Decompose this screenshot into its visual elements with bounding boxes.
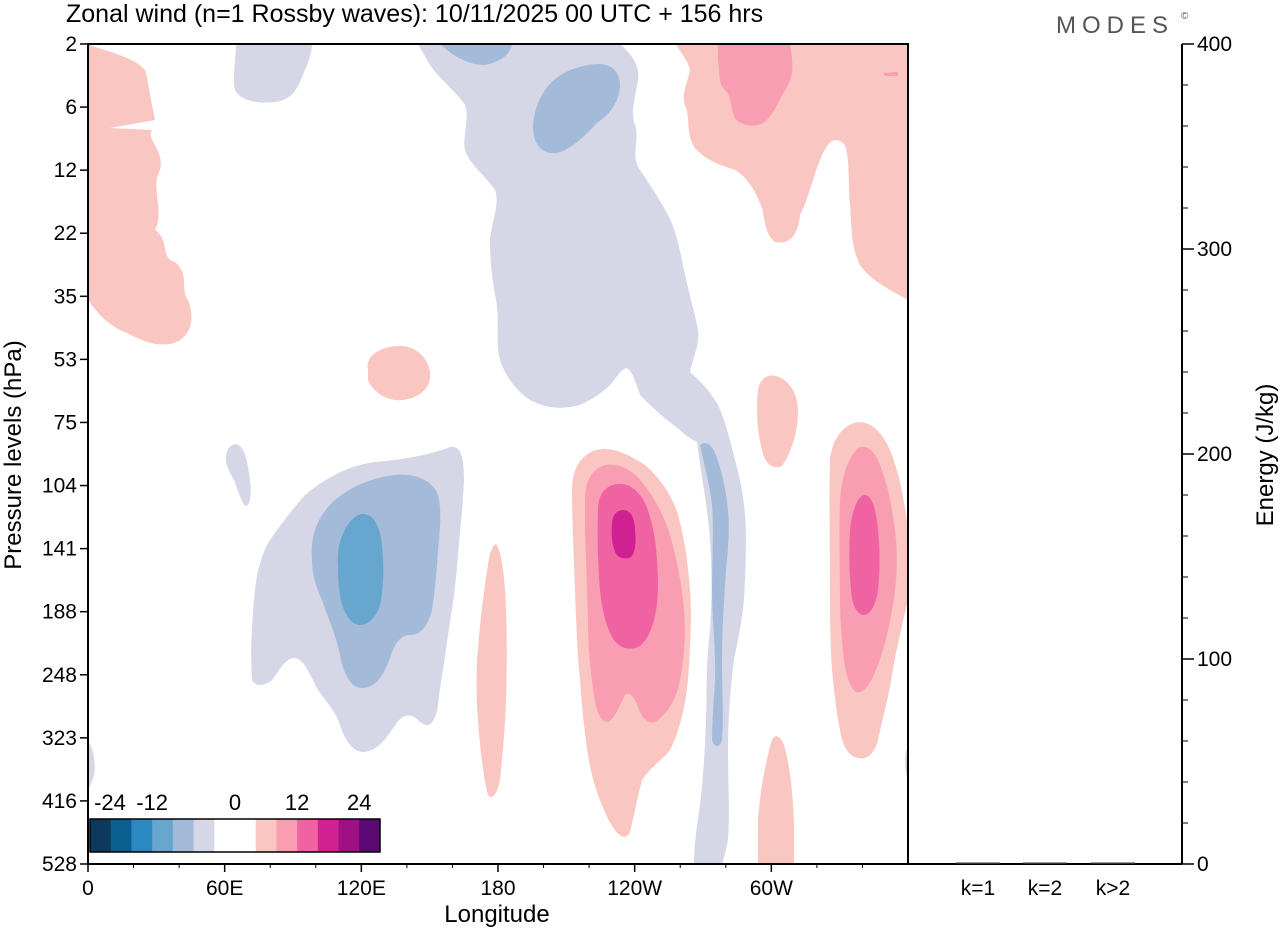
energy-tick-label: 0: [1197, 853, 1209, 876]
y-tick-label: 141: [42, 538, 77, 561]
contour-pos1-upper-right-dot: [883, 72, 898, 76]
energy-category-label: k>2: [1096, 877, 1130, 900]
energy-category-label: k=1: [961, 877, 995, 900]
y-tick-label: 323: [42, 727, 77, 750]
energy-tick-label: 200: [1197, 443, 1232, 466]
colorbar-swatch: [131, 819, 153, 852]
y-tick-label: 22: [54, 222, 77, 245]
energy-axis-title: Energy (J/kg): [1252, 384, 1279, 527]
y-tick-label: 75: [54, 411, 77, 434]
y-tick-label: 35: [54, 285, 77, 308]
contour-pos4-120w-blob: [611, 510, 636, 559]
brand-logo: MODES: [1056, 12, 1174, 39]
y-tick-label: 2: [65, 33, 77, 56]
contour-pos1-upper-left: [88, 44, 192, 345]
colorbar-label: -12: [136, 790, 168, 815]
energy-tick-label: 400: [1197, 33, 1232, 56]
x-tick-label: 120E: [337, 877, 386, 900]
contour-pos2-upper-right: [718, 44, 793, 126]
x-axis: 0 60E 120E 180 120W 60W: [82, 864, 863, 900]
energy-categories: k=1 k=2 k>2: [961, 877, 1130, 900]
contour-neg1-left-edge: [88, 740, 95, 790]
x-tick-label: 60W: [750, 877, 793, 900]
contour-pos1-180-thin: [476, 544, 507, 797]
colorbar-labels: -24 -12 0 12 24: [94, 790, 371, 815]
x-tick-label: 120W: [607, 877, 662, 900]
contour-pos3-30w-blob: [849, 495, 880, 615]
colorbar-swatch: [255, 819, 277, 852]
energy-bars: [956, 862, 1135, 864]
y-tick-label: 6: [65, 96, 77, 119]
y-tick-label: 248: [42, 664, 77, 687]
colorbar-swatch: [276, 819, 298, 852]
colorbar-label: 0: [229, 790, 241, 815]
y-tick-label: 188: [42, 601, 77, 624]
contour-pos1-small-blob: [367, 345, 431, 401]
colorbar-swatch: [317, 819, 340, 852]
energy-y-axis: 0 100 200 300 400: [1182, 33, 1232, 876]
contour-neg2-upper-blob: [533, 64, 620, 154]
colorbar-label: -24: [94, 790, 126, 815]
y-tick-label: 104: [42, 475, 77, 498]
colorbar: [89, 818, 381, 853]
colorbar-label: 12: [285, 790, 309, 815]
colorbar-swatch: [193, 819, 215, 852]
colorbar-label: 24: [347, 790, 371, 815]
colorbar-swatch: [235, 819, 257, 852]
contour-neg2-upper-band: [440, 44, 512, 65]
colorbar-swatch: [172, 819, 195, 852]
colorbar-swatch: [152, 819, 174, 852]
contour-neg3-main-blob: [337, 514, 384, 625]
colorbar-swatch: [359, 819, 381, 852]
energy-bar: [956, 862, 1000, 864]
chart-title: Zonal wind (n=1 Rossby waves): 10/11/202…: [66, 0, 763, 28]
colorbar-swatch: [110, 819, 132, 852]
energy-category-label: k=2: [1028, 877, 1062, 900]
energy-tick-label: 300: [1197, 238, 1232, 261]
y-axis-title: Pressure levels (hPa): [0, 340, 27, 569]
y-axis: 2 6 12 22 35 53 75 104 141 188 248 323 416 528: [42, 33, 88, 876]
x-tick-label: 60E: [206, 877, 243, 900]
contour-neg1-left-small: [225, 444, 251, 506]
x-tick-label: 180: [480, 877, 515, 900]
contour-pos1-upper-right: [676, 44, 908, 300]
contour-neg1-upper-band: [418, 44, 721, 445]
x-axis-title: Longitude: [444, 901, 549, 928]
colorbar-swatch: [214, 819, 236, 852]
contour-pos1-60w-bottom: [758, 736, 794, 864]
contour-neg2-long-band: [700, 443, 729, 746]
y-tick-label: 528: [42, 853, 77, 876]
y-tick-label: 416: [42, 790, 77, 813]
energy-bar: [1091, 862, 1135, 864]
brand-copyright-mark: ©: [1181, 11, 1189, 22]
energy-bar: [1023, 862, 1067, 864]
colorbar-swatch: [90, 819, 112, 852]
contour-field: [88, 44, 908, 864]
colorbar-swatch: [338, 819, 360, 852]
colorbar-frame: [89, 818, 381, 853]
x-tick-label: 0: [82, 877, 94, 900]
contour-pos1-60w-upper: [757, 375, 798, 468]
y-tick-label: 53: [54, 348, 77, 371]
y-tick-label: 12: [54, 159, 77, 182]
energy-tick-label: 100: [1197, 648, 1232, 671]
contour-neg1-top-small: [233, 44, 312, 103]
colorbar-swatch: [297, 819, 319, 852]
